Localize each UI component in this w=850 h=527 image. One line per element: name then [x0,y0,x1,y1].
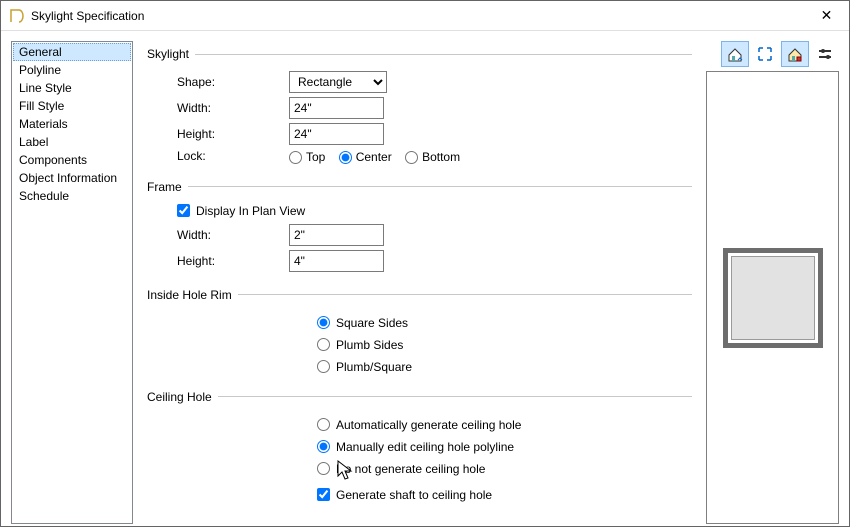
shape-label: Shape: [147,75,289,89]
frame-group: Frame Display In Plan View Width: Height… [147,180,692,276]
frame-height-label: Height: [147,254,289,268]
sidebar-item-schedule[interactable]: Schedule [13,187,131,205]
frame-width-label: Width: [147,228,289,242]
preview-pane [706,41,839,524]
dialog-body: GeneralPolylineLine StyleFill StyleMater… [1,31,849,526]
ceiling-group: Ceiling Hole Automatically generate ceil… [147,390,692,502]
preview-settings-button[interactable] [811,41,839,67]
rim-plumb-radio[interactable]: Plumb Sides [317,338,692,352]
sidebar-item-general[interactable]: General [13,43,131,61]
lock-bottom-radio[interactable]: Bottom [405,150,460,164]
ceiling-auto-radio[interactable]: Automatically generate ceiling hole [317,418,692,432]
preview-color-view-button[interactable] [781,41,809,67]
lock-top-radio[interactable]: Top [289,150,325,164]
dialog-title: Skylight Specification [31,9,804,23]
sidebar-item-components[interactable]: Components [13,151,131,169]
skylight-height-input[interactable] [289,123,384,145]
ceiling-legend: Ceiling Hole [147,390,218,404]
close-button[interactable]: ✕ [804,1,849,30]
skylight-width-label: Width: [147,101,289,115]
rim-group: Inside Hole Rim Square Sides Plumb Sides… [147,288,692,378]
ceiling-none-radio[interactable]: Do not generate ceiling hole [317,462,692,476]
sidebar-item-label[interactable]: Label [13,133,131,151]
rim-both-radio[interactable]: Plumb/Square [317,360,692,374]
frame-legend: Frame [147,180,188,194]
lock-label: Lock: [147,149,289,163]
sidebar-item-line-style[interactable]: Line Style [13,79,131,97]
sidebar-item-object-information[interactable]: Object Information [13,169,131,187]
title-bar: Skylight Specification ✕ [1,1,849,31]
sidebar-item-materials[interactable]: Materials [13,115,131,133]
skylight-preview-shape [723,248,823,348]
frame-height-input[interactable] [289,250,384,272]
skylight-height-label: Height: [147,127,289,141]
sidebar-item-polyline[interactable]: Polyline [13,61,131,79]
preview-plan-view-button[interactable] [721,41,749,67]
rim-square-radio[interactable]: Square Sides [317,316,692,330]
skylight-group: Skylight Shape: Rectangle Width: Height: [147,47,692,168]
preview-expand-button[interactable] [751,41,779,67]
sidebar-item-fill-style[interactable]: Fill Style [13,97,131,115]
skylight-legend: Skylight [147,47,195,61]
lock-center-radio[interactable]: Center [339,150,392,164]
category-list[interactable]: GeneralPolylineLine StyleFill StyleMater… [11,41,133,524]
preview-canvas [706,71,839,524]
rim-legend: Inside Hole Rim [147,288,238,302]
skylight-width-input[interactable] [289,97,384,119]
display-plan-checkbox[interactable]: Display In Plan View [177,204,692,218]
ceiling-manual-radio[interactable]: Manually edit ceiling hole polyline [317,440,692,454]
frame-width-input[interactable] [289,224,384,246]
preview-toolbar [706,41,839,67]
app-icon [9,8,25,24]
main-panel: Skylight Shape: Rectangle Width: Height: [147,41,692,524]
dialog-window: Skylight Specification ✕ GeneralPolyline… [0,0,850,527]
generate-shaft-checkbox[interactable]: Generate shaft to ceiling hole [317,488,692,502]
shape-select[interactable]: Rectangle [289,71,387,93]
